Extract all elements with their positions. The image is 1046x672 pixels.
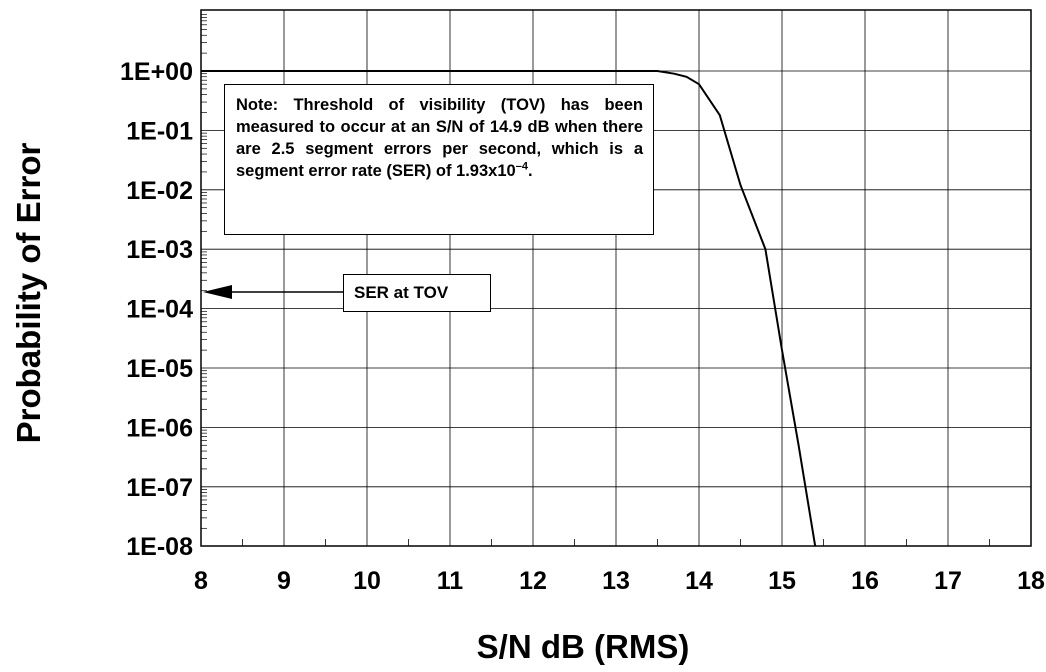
- x-tick-label: 14: [685, 567, 713, 595]
- note-end: .: [527, 162, 533, 180]
- y-tick-label: 1E+00: [120, 58, 193, 86]
- y-axis-title: Probability of Error: [10, 142, 47, 443]
- y-tick-label: 1E-02: [126, 177, 193, 205]
- x-tick-label: 12: [519, 567, 547, 595]
- series-line: [201, 70, 817, 547]
- y-tick-label: 1E-06: [126, 414, 193, 442]
- x-tick-label: 13: [602, 567, 630, 595]
- ser-label-box: SER at TOV: [343, 274, 491, 312]
- ser-arrow: [203, 285, 343, 299]
- x-tick-label: 9: [277, 567, 291, 595]
- series: [201, 70, 817, 547]
- y-tick-label: 1E-01: [126, 117, 193, 145]
- x-tick-label: 15: [768, 567, 796, 595]
- plot-area-border: [200, 9, 1032, 547]
- x-tick-label: 8: [194, 567, 208, 595]
- x-axis-title: S/N dB (RMS): [477, 628, 690, 665]
- y-tick-labels: 1E+00 1E-01 1E-02 1E-03 1E-04 1E-05 1E-06 1E-07…: [120, 58, 193, 561]
- note-superscript: –4: [515, 160, 528, 173]
- ser-arrow-head: [203, 285, 232, 299]
- y-tick-label: 1E-03: [126, 236, 193, 264]
- y-tick-label: 1E-08: [126, 533, 193, 561]
- y-tick-label: 1E-07: [126, 474, 193, 502]
- note-box: Note: Threshold of visibility (TOV) has …: [224, 84, 654, 235]
- x-tick-label: 16: [851, 567, 879, 595]
- x-tick-label: 17: [934, 567, 962, 595]
- y-tick-label: 1E-04: [126, 296, 193, 324]
- x-tick-label: 10: [353, 567, 381, 595]
- minor-ticks: [201, 13, 990, 546]
- ser-label: SER at TOV: [354, 283, 449, 302]
- x-tick-label: 18: [1017, 567, 1045, 595]
- note-text: Note: Threshold of visibility (TOV) has …: [236, 96, 643, 180]
- x-tick-labels: 8 9 10 11 12 13 14 15 16 17 18: [194, 567, 1045, 595]
- y-tick-label: 1E-05: [126, 355, 193, 383]
- x-tick-label: 11: [437, 567, 464, 595]
